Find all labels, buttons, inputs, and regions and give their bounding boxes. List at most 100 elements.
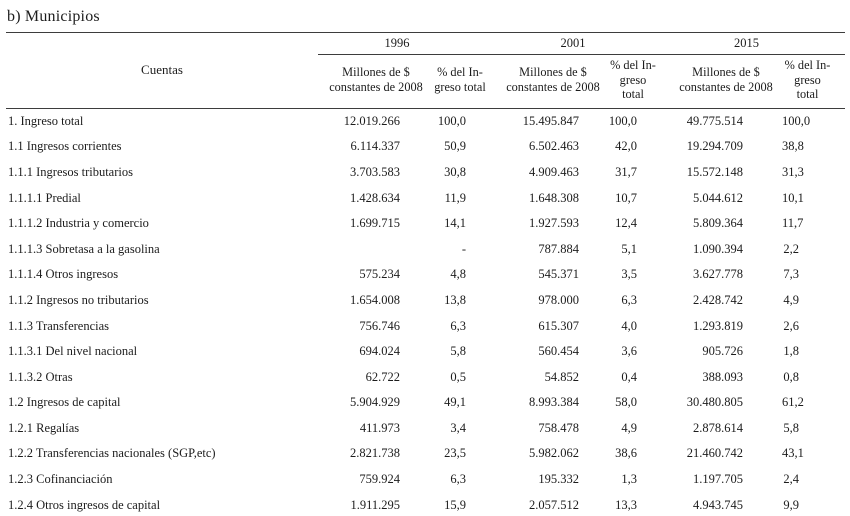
cell-1996-pct: 6,3: [450, 318, 466, 333]
cell-1996-pct: 23,5: [444, 446, 466, 461]
cell-2015-millones: 30.480.805: [686, 395, 743, 410]
year-header-2001: 2001: [498, 32, 670, 55]
cell-2001-millones: 5.982.062: [529, 446, 579, 461]
subheader-2001-millones: Millones de $ constantes de 2008: [498, 54, 608, 109]
subheader-1996-millones: Millones de $ constantes de 2008: [318, 54, 434, 109]
year-header-2015: 2015: [670, 32, 845, 55]
cell-1996-millones: 759.924: [359, 471, 400, 486]
cell-2015-pct: 61,2: [782, 395, 804, 410]
table-row: 1.2.3 Cofinanciación 759.924 6,3 195.332…: [6, 467, 845, 493]
subheader-1996-pct: % del In- greso total: [434, 54, 498, 109]
cell-2001-pct: 13,3: [615, 497, 637, 512]
table-row: 1.2.1 Regalías 411.973 3,4 758.478 4,9 2…: [6, 415, 845, 441]
subheader-2015-millones: Millones de $ constantes de 2008: [670, 54, 782, 109]
row-label: 1.2.3 Cofinanciación: [8, 471, 113, 486]
cell-2015-millones: 1.090.394: [693, 241, 743, 256]
table-row: 1.1.3 Transferencias 756.746 6,3 615.307…: [6, 313, 845, 339]
cell-1996-pct: 14,1: [444, 216, 466, 231]
cell-1996-pct: 0,5: [450, 369, 466, 384]
cell-2001-millones: 560.454: [538, 344, 579, 359]
cell-2001-pct: 1,3: [621, 471, 637, 486]
cell-2015-pct: 2,6: [783, 318, 799, 333]
cell-2001-pct: 6,3: [621, 292, 637, 307]
cell-1996-millones: 2.821.738: [350, 446, 400, 461]
cell-2001-pct: 42,0: [615, 139, 637, 154]
cell-2001-pct: 38,6: [615, 446, 637, 461]
cell-2015-pct: 2,4: [783, 471, 799, 486]
table-row: 1.1.1.2 Industria y comercio 1.699.715 1…: [6, 211, 845, 237]
cell-2001-pct: 100,0: [608, 113, 637, 128]
cell-2015-pct: 5,8: [783, 420, 799, 435]
table-row: 1.2.4 Otros ingresos de capital 1.911.29…: [6, 492, 845, 516]
subheader-2015-pct: % del In- greso total: [782, 54, 845, 109]
cell-2015-millones: 4.943.745: [693, 497, 743, 512]
row-label: 1.1.3.2 Otras: [8, 369, 73, 384]
cell-2001-pct: 5,1: [621, 241, 637, 256]
cell-2015-pct: 4,9: [783, 292, 799, 307]
cell-2001-millones: 1.927.593: [529, 216, 579, 231]
table-row: 1.2 Ingresos de capital 5.904.929 49,1 8…: [6, 390, 845, 416]
row-label: 1.1.1.4 Otros ingresos: [8, 267, 119, 282]
subheader-row: Millones de $ constantes de 2008 % del I…: [6, 54, 845, 109]
cell-2001-millones: 615.307: [538, 318, 579, 333]
cell-2015-millones: 2.878.614: [693, 420, 743, 435]
cell-2001-pct: 4,9: [621, 420, 637, 435]
cell-2015-pct: 38,8: [782, 139, 804, 154]
cell-2001-pct: 10,7: [615, 190, 637, 205]
cell-2001-millones: 978.000: [538, 292, 579, 307]
table-row: 1.1.2 Ingresos no tributarios 1.654.008 …: [6, 288, 845, 314]
cell-2015-millones: 905.726: [702, 344, 743, 359]
table-row: 1. Ingreso total 12.019.266 100,0 15.495…: [6, 108, 845, 134]
cell-1996-millones: 1.911.295: [350, 497, 400, 512]
cell-1996-pct: -: [461, 241, 466, 256]
cell-2015-millones: 5.809.364: [693, 216, 743, 231]
cell-1996-millones: 62.722: [365, 369, 400, 384]
row-label: 1.1 Ingresos corrientes: [8, 139, 122, 154]
year-header-row: Cuentas 1996 2001 2015: [6, 32, 845, 109]
cell-1996-pct: 6,3: [450, 471, 466, 486]
subheader-2001-pct: % del In- greso total: [608, 54, 670, 109]
row-label: 1.1.1.3 Sobretasa a la gasolina: [8, 241, 160, 256]
cell-1996-pct: 50,9: [444, 139, 466, 154]
cell-1996-pct: 5,8: [450, 344, 466, 359]
cell-1996-pct: 13,8: [444, 292, 466, 307]
column-header-cuentas: Cuentas: [6, 32, 318, 109]
cell-2015-pct: 0,8: [783, 369, 799, 384]
cell-2015-pct: 2,2: [783, 241, 799, 256]
table-row: 1.1.3.2 Otras 62.722 0,5 54.852 0,4 388.…: [6, 364, 845, 390]
row-label: 1.2.4 Otros ingresos de capital: [8, 497, 161, 512]
cell-2001-pct: 3,5: [621, 267, 637, 282]
year-header-1996: 1996: [318, 32, 498, 55]
cell-2001-millones: 787.884: [538, 241, 579, 256]
cell-2001-pct: 3,6: [621, 344, 637, 359]
row-label: 1.1.1 Ingresos tributarios: [8, 165, 133, 180]
table-row: 1.2.2 Transferencias nacionales (SGP,etc…: [6, 441, 845, 467]
cell-2001-millones: 2.057.512: [529, 497, 579, 512]
cell-1996-pct: 49,1: [444, 395, 466, 410]
table-header: Cuentas 1996 2001 2015 Millones de $ con…: [6, 32, 845, 109]
municipios-table: Cuentas 1996 2001 2015 Millones de $ con…: [6, 32, 845, 516]
row-label: 1.1.1.1 Predial: [8, 190, 81, 205]
table-row: 1.1.3.1 Del nivel nacional 694.024 5,8 5…: [6, 339, 845, 365]
cell-2015-millones: 49.775.514: [686, 113, 743, 128]
cell-2015-millones: 21.460.742: [686, 446, 743, 461]
cell-2015-pct: 1,8: [783, 344, 799, 359]
cell-2015-pct: 10,1: [782, 190, 804, 205]
row-label: 1.2.2 Transferencias nacionales (SGP,etc…: [8, 446, 216, 461]
cell-1996-millones: 6.114.337: [350, 139, 400, 154]
cell-2001-millones: 8.993.384: [529, 395, 579, 410]
cell-2001-millones: 195.332: [538, 471, 579, 486]
cell-1996-millones: 575.234: [359, 267, 400, 282]
cell-2001-millones: 54.852: [544, 369, 579, 384]
row-label: 1.1.2 Ingresos no tributarios: [8, 292, 149, 307]
cell-2015-millones: 1.293.819: [693, 318, 743, 333]
cell-1996-millones: 3.703.583: [350, 165, 400, 180]
table-row: 1.1.1.3 Sobretasa a la gasolina - 787.88…: [6, 236, 845, 262]
cell-2015-millones: 3.627.778: [693, 267, 743, 282]
cell-1996-millones: 1.428.634: [350, 190, 400, 205]
table-row: 1.1.1.1 Predial 1.428.634 11,9 1.648.308…: [6, 185, 845, 211]
row-label: 1. Ingreso total: [8, 113, 84, 128]
cell-1996-pct: 100,0: [437, 113, 466, 128]
cell-1996-millones: 1.699.715: [350, 216, 400, 231]
cell-1996-millones: 756.746: [359, 318, 400, 333]
